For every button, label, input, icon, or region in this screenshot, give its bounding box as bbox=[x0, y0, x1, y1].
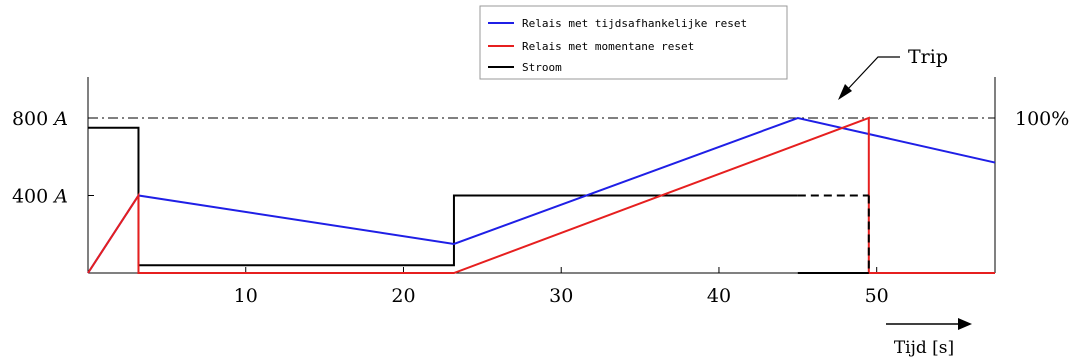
legend-label-stroom: Stroom bbox=[522, 61, 562, 74]
y-tick-label-400: 400 A bbox=[12, 186, 68, 208]
legend-label-momentaan: Relais met momentane reset bbox=[522, 40, 694, 53]
legend: Relais met tijdsafhankelijke reset Relai… bbox=[479, 5, 788, 80]
x-tick-label-10: 10 bbox=[234, 285, 258, 307]
x-axis-label: Tijd [s] bbox=[894, 338, 954, 358]
x-tick-label-40: 40 bbox=[707, 285, 731, 307]
y-tick-label-800: 800 A bbox=[12, 108, 68, 130]
x-direction-arrow-head bbox=[958, 318, 972, 330]
trip-arrow-head bbox=[838, 84, 852, 100]
trip-annotation: Trip bbox=[908, 46, 948, 68]
series-stroom bbox=[88, 126, 798, 267]
x-tick-label-50: 50 bbox=[865, 285, 889, 307]
x-tick-label-30: 30 bbox=[549, 285, 573, 307]
right-axis-label: 100% bbox=[1015, 108, 1069, 130]
trip-arrow-line bbox=[847, 56, 900, 90]
series-relais-met-momentane-reset bbox=[87, 116, 995, 274]
x-tick-label-20: 20 bbox=[391, 285, 415, 307]
legend-box bbox=[479, 5, 788, 80]
legend-label-tijdsafhankelijk: Relais met tijdsafhankelijke reset bbox=[522, 17, 747, 30]
